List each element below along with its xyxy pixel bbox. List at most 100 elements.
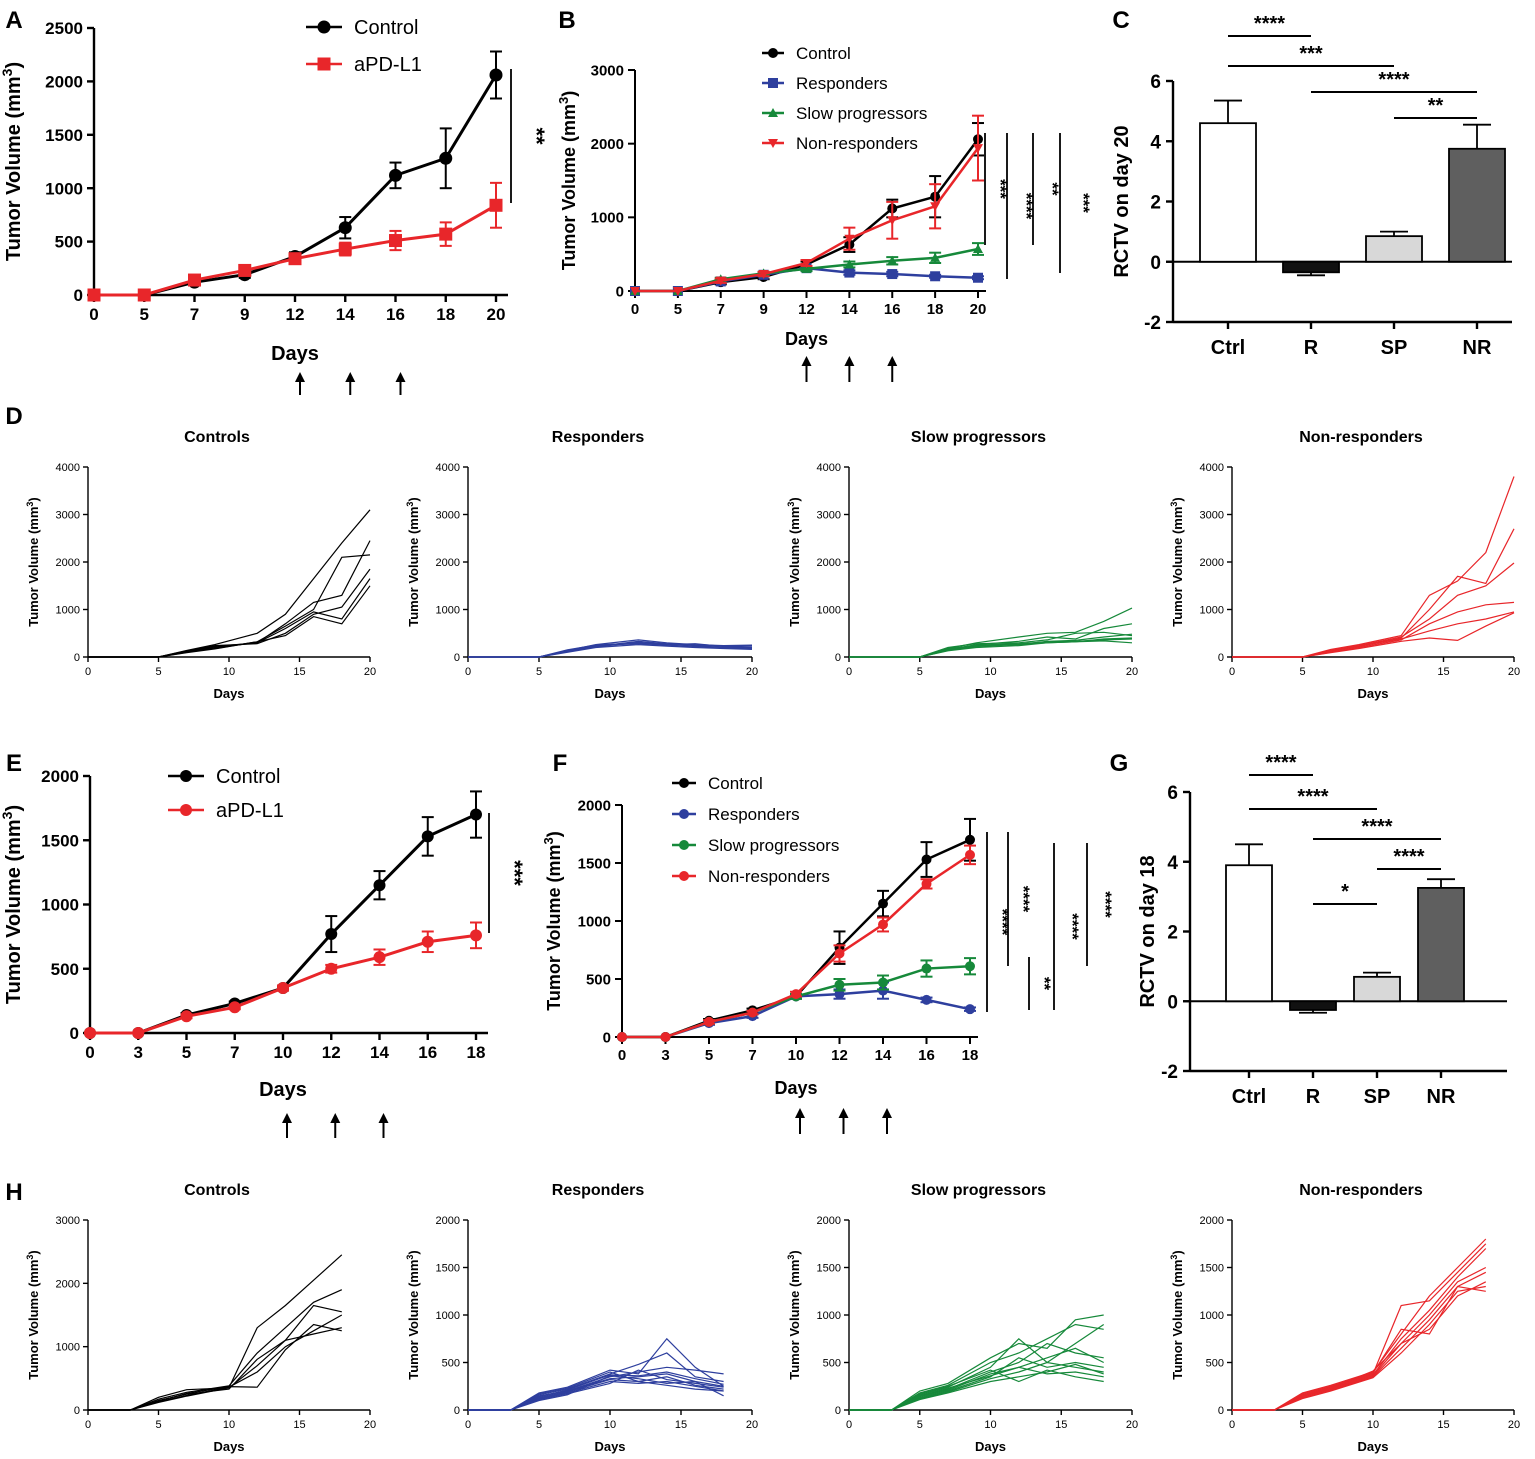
data-point [489, 198, 503, 212]
treatment-arrow [795, 1108, 805, 1134]
row-d-panel-slow-progressors: Slow progressors 0 1000 2000 3000 4000 0 5 10 15 2… [786, 429, 1138, 701]
arrow-head [795, 1108, 805, 1118]
data-point [801, 263, 812, 273]
x-tick-label: 10 [1367, 666, 1379, 678]
x-axis-label: Days [785, 329, 828, 349]
data-point [439, 151, 453, 165]
data-point [679, 778, 689, 788]
x-tick-label: 18 [436, 305, 455, 324]
y-axis-label: RCTV on day 18 [1137, 855, 1159, 1007]
significance-bracket: ** [510, 69, 549, 203]
y-tick-label: -2 [1161, 1062, 1178, 1083]
y-tick-label: 0 [1218, 1405, 1224, 1417]
individual-tumor-line [849, 638, 1133, 658]
y-tick-label: 3000 [436, 510, 460, 522]
x-tick-label: 5 [140, 305, 149, 324]
individual-tumor-line [468, 641, 752, 658]
x-tick-label: 12 [798, 301, 815, 318]
comparison-bracket: **** [1313, 816, 1441, 840]
comparison-label: * [1341, 881, 1349, 903]
treatment-arrow [378, 1113, 389, 1138]
arrow-head [395, 372, 406, 382]
arrow-head [801, 356, 812, 366]
y-tick-label: 4 [1150, 132, 1161, 153]
legend-entry: Control [306, 17, 418, 39]
x-tick-label: SP [1364, 1086, 1391, 1108]
x-tick-label: 15 [293, 1419, 305, 1431]
individual-tumor-line [1232, 1285, 1486, 1411]
y-tick-label: 1500 [817, 1263, 841, 1275]
row-h-panel-slow-progressors: Slow progressors 0 500 1000 1500 2000 0 5 10 15 20… [786, 1182, 1138, 1454]
y-tick-label: 4000 [56, 462, 80, 474]
x-tick-label: 15 [675, 666, 687, 678]
individual-tumor-line [849, 1366, 1104, 1411]
y-tick-label: 1000 [1200, 1310, 1224, 1322]
comparison-bracket: **** [1377, 846, 1441, 870]
legend-entry: Non-responders [762, 134, 918, 153]
x-tick-label: 0 [85, 666, 91, 678]
x-tick-label: 9 [759, 301, 767, 318]
x-tick-label: 15 [1055, 666, 1067, 678]
significance-bracket: **** [1007, 832, 1033, 966]
data-point [630, 287, 640, 296]
panel-title: Controls [184, 429, 250, 446]
y-tick-label: 2000 [56, 557, 80, 569]
bar-r: R [1289, 1000, 1337, 1108]
data-point [679, 809, 689, 819]
data-point [921, 854, 932, 865]
significance-label: **** [1096, 891, 1115, 918]
y-tick-label: 1500 [1200, 1263, 1224, 1275]
chart-panel-f: 0 500 1000 1500 2000 0 3 5 7 10 12 14 16 18 Days Tumor … [541, 774, 1115, 1134]
x-tick-label: 12 [322, 1043, 341, 1062]
data-point [180, 1010, 193, 1023]
legend-label: Non-responders [796, 134, 918, 153]
data-point [878, 985, 888, 996]
x-tick-label: R [1304, 337, 1319, 359]
individual-tumor-line [468, 640, 753, 658]
y-tick-label: 0 [74, 286, 83, 305]
x-tick-label: 10 [984, 666, 996, 678]
comparison-label: *** [1299, 43, 1323, 65]
x-tick-label: 20 [970, 301, 987, 318]
data-point [679, 840, 689, 850]
bar-ctrl: Ctrl [1199, 99, 1257, 359]
y-tick-label: 1000 [45, 179, 83, 198]
x-tick-label: 20 [487, 305, 506, 324]
legend-entry: Control [672, 774, 763, 793]
legend-label: Slow progressors [708, 836, 839, 855]
x-tick-label: 0 [465, 1419, 471, 1431]
bar-ctrl: Ctrl [1225, 843, 1273, 1108]
comparison-label: **** [1265, 752, 1296, 774]
treatment-arrow [887, 356, 898, 382]
bar-nr: NR [1417, 878, 1465, 1108]
data-point [489, 68, 503, 82]
data-point [930, 271, 941, 282]
data-point [768, 139, 778, 148]
y-axis-label: Tumor Volume (mm3) [556, 91, 580, 271]
data-point [758, 270, 769, 280]
y-tick-label: 2 [1150, 193, 1161, 214]
y-tick-label: 2000 [578, 797, 611, 814]
individual-tumor-line [1232, 1243, 1487, 1411]
data-point [87, 288, 101, 302]
x-tick-label: NR [1463, 337, 1492, 359]
bar-sp: SP [1365, 230, 1423, 359]
x-tick-label: 5 [536, 666, 542, 678]
significance-bracket: *** [488, 813, 527, 933]
data-point [317, 57, 331, 71]
x-axis-label: Days [213, 686, 244, 701]
x-tick-label: 16 [418, 1043, 437, 1062]
data-point [844, 259, 855, 269]
significance-label: *** [991, 179, 1010, 199]
individual-tumor-line [849, 1369, 1104, 1411]
legend-label: Control [796, 44, 851, 63]
data-point [768, 48, 778, 58]
data-point [834, 948, 845, 959]
x-axis-label: Days [975, 1439, 1006, 1454]
panel-title: Non-responders [1299, 1182, 1423, 1199]
significance-bracket: **** [1006, 133, 1036, 279]
data-point [965, 834, 975, 845]
series-apd-l1 [84, 921, 482, 1039]
x-tick-label: 3 [134, 1043, 143, 1062]
chart-panel-a: 0 500 1000 1500 2000 2500 0 5 7 9 12 14 16 18 20 Days Tu… [0, 17, 549, 395]
